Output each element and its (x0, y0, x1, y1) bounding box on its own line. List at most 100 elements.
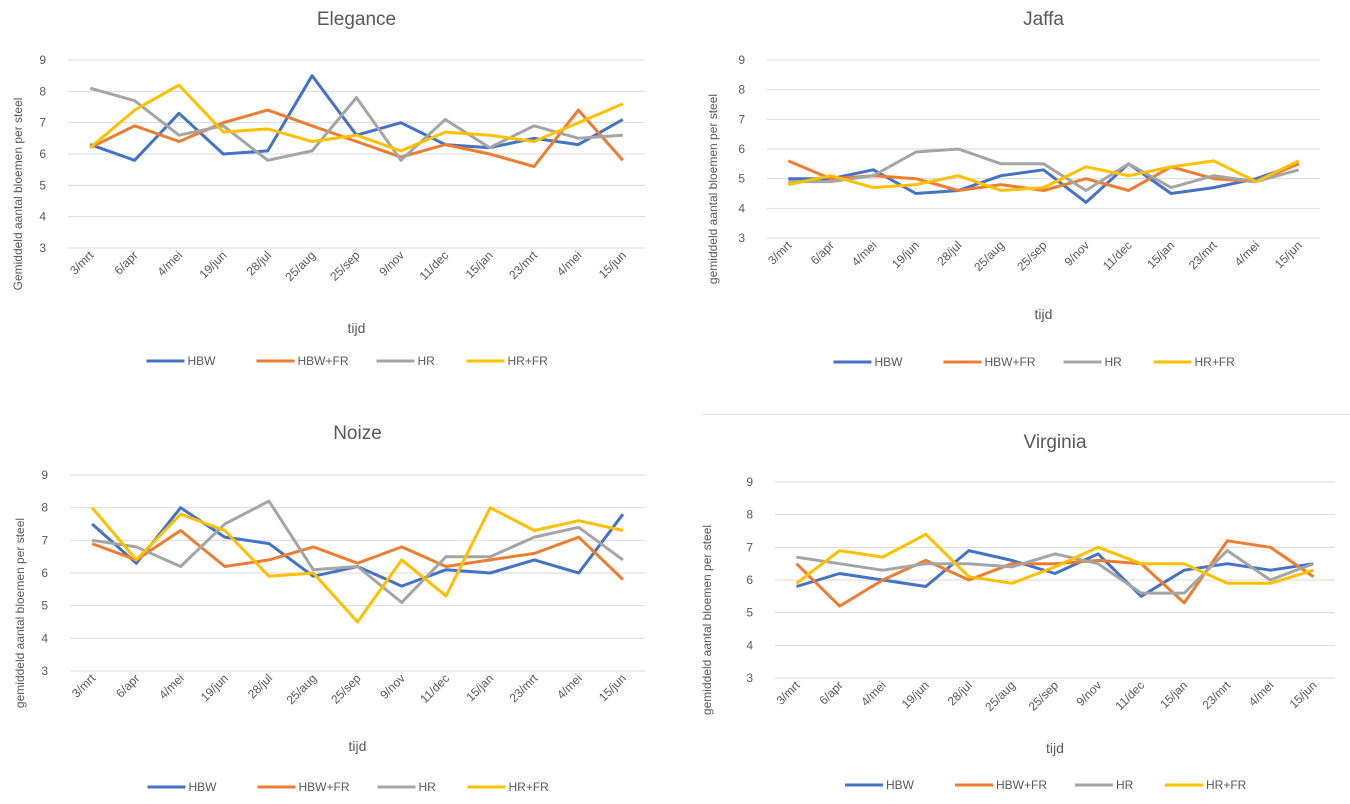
x-tick-label: 9/nov (377, 671, 408, 702)
x-tick-label: 3/mrt (67, 248, 97, 278)
y-tick-label: 5 (738, 172, 745, 186)
x-tick-label: 6/apr (808, 238, 837, 267)
chart-virginia: Virginia 3 4 5 6 7 8 9 3/mrt 6/apr 4/mei 19/jun 28/j… (700, 432, 1335, 792)
y-tick-label: 3 (746, 671, 753, 685)
x-tick-label: 23/mrt (1186, 238, 1220, 272)
y-tick-label: 4 (738, 201, 745, 215)
series-line-hr-plus-fr (89, 83, 624, 153)
y-tick-label: 3 (738, 231, 745, 245)
legend-label-hbw-plus-fr: HBW+FR (299, 780, 350, 794)
x-tick-label: 4/mei (156, 671, 187, 702)
x-tick-label: 23/mrt (506, 248, 540, 282)
y-tick-label: 6 (39, 147, 46, 161)
x-tick-label: 23/mrt (1199, 678, 1233, 712)
x-tick-label: 15/jun (1287, 678, 1320, 711)
x-axis-title: tijd (348, 320, 366, 336)
y-tick-label: 4 (41, 631, 48, 645)
legend-label-hr: HR (1105, 355, 1123, 369)
x-tick-label: 25/aug (282, 248, 318, 284)
x-tick-label: 25/aug (982, 678, 1018, 714)
x-tick-label: 28/jul (244, 248, 274, 278)
chart-title: Jaffa (1023, 9, 1064, 30)
x-tick-label: 9/nov (376, 248, 407, 279)
y-tick-label: 3 (41, 664, 48, 678)
y-tick-label: 3 (39, 241, 46, 255)
x-tick-label: 4/mei (858, 678, 889, 709)
legend-label-hbw-plus-fr: HBW+FR (298, 354, 349, 368)
y-tick-label: 9 (41, 468, 48, 482)
x-axis-title: tijd (1035, 306, 1053, 322)
chart-elegance: Elegance 3 4 5 6 7 8 9 3/mrt 6/apr 4/mei 19/jun 28/j… (11, 9, 645, 368)
x-tick-label: 11/dec (417, 671, 452, 706)
y-axis-title: gemiddeld aantal bloemen per steel (706, 94, 720, 284)
legend-label-hbw-plus-fr: HBW+FR (985, 355, 1036, 369)
x-axis-title: tijd (1046, 740, 1064, 756)
y-tick-label: 5 (746, 606, 753, 620)
y-tick-label: 4 (746, 638, 753, 652)
x-tick-label: 9/nov (1074, 678, 1105, 709)
x-tick-label: 23/mrt (507, 671, 541, 705)
x-tick-label: 19/jun (198, 671, 231, 704)
series-line-hbw-plus-fr (91, 529, 624, 581)
series-line-hbw (91, 506, 625, 588)
x-tick-label: 19/jun (889, 238, 922, 271)
chart-title: Virginia (1023, 432, 1086, 453)
y-tick-label: 7 (41, 533, 48, 547)
legend-label-hbw-plus-fr: HBW+FR (996, 778, 1047, 792)
x-tick-label: 28/jul (934, 238, 964, 268)
y-tick-label: 9 (39, 53, 46, 67)
x-tick-label: 28/jul (245, 671, 275, 701)
x-tick-label: 25/sep (1026, 678, 1062, 714)
series-line-hr (89, 86, 623, 162)
x-tick-label: 25/aug (284, 671, 320, 707)
x-tick-label: 25/sep (328, 671, 364, 707)
legend-label-hr: HR (419, 780, 437, 794)
y-tick-label: 7 (39, 116, 46, 130)
x-tick-label: 25/sep (327, 248, 363, 284)
legend-label-hr-plus-fr: HR+FR (509, 780, 550, 794)
x-tick-label: 3/mrt (773, 678, 803, 708)
y-tick-label: 8 (746, 508, 753, 522)
x-tick-label: 28/jul (945, 678, 975, 708)
y-tick-label: 8 (41, 501, 48, 515)
x-tick-label: 6/apr (113, 671, 142, 700)
x-tick-label: 4/mei (1246, 678, 1277, 709)
x-tick-label: 15/jun (1272, 238, 1305, 271)
x-tick-label: 3/mrt (69, 671, 99, 701)
x-axis-title: tijd (349, 738, 367, 754)
y-axis-title: Gemiddeld aantal bloemen per steel (11, 98, 25, 291)
x-tick-label: 15/jan (463, 248, 496, 281)
x-tick-label: 11/dec (417, 248, 452, 283)
chart-title: Noize (333, 423, 382, 444)
legend-label-hbw: HBW (886, 778, 915, 792)
series-line-hr-plus-fr (795, 532, 1314, 585)
x-tick-label: 3/mrt (765, 238, 795, 268)
y-tick-label: 7 (738, 112, 745, 126)
x-tick-label: 19/jun (899, 678, 932, 711)
series-line-hbw (89, 74, 624, 162)
legend-label-hr: HR (1116, 778, 1134, 792)
x-tick-label: 11/dec (1113, 678, 1148, 713)
y-tick-label: 6 (41, 566, 48, 580)
y-tick-label: 6 (746, 573, 753, 587)
x-tick-label: 6/apr (816, 678, 845, 707)
x-tick-label: 15/jun (596, 671, 629, 704)
x-tick-label: 6/apr (111, 248, 140, 277)
y-axis-title: gemiddeld aantal bloemen per steel (13, 518, 27, 708)
x-tick-label: 4/mei (849, 238, 880, 269)
x-tick-label: 15/jan (463, 671, 496, 704)
chart-title: Elegance (317, 9, 396, 30)
x-tick-label: 4/mei (154, 248, 185, 279)
y-tick-label: 8 (738, 83, 745, 97)
legend-label-hbw: HBW (188, 354, 217, 368)
series-line-hbw-plus-fr (795, 539, 1315, 608)
legend-label-hr-plus-fr: HR+FR (508, 354, 549, 368)
series-line-hr (796, 549, 1315, 595)
x-tick-label: 15/jan (1157, 678, 1190, 711)
x-tick-label: 25/sep (1014, 238, 1050, 274)
x-tick-label: 11/dec (1100, 238, 1135, 273)
legend-label-hr-plus-fr: HR+FR (1195, 355, 1236, 369)
chart-noize: Noize 3 4 5 6 7 8 9 3/mrt 6/apr 4/mei 19/jun 28/jul 2… (13, 423, 645, 794)
series-line-hbw-plus-fr (89, 108, 624, 168)
